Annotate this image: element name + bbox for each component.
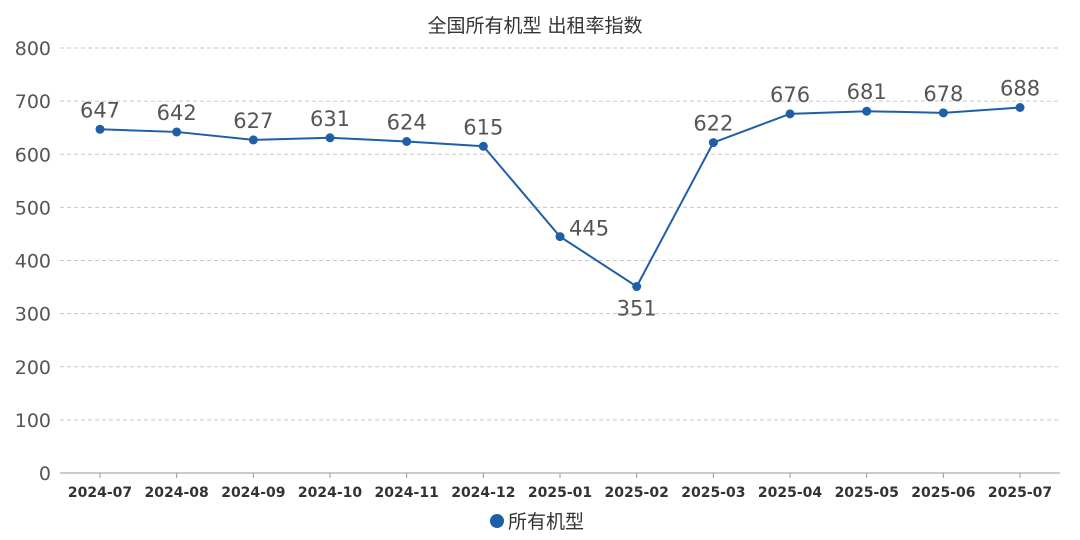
x-tick-label: 2024-09 xyxy=(221,485,285,501)
x-tick-label: 2025-05 xyxy=(835,485,899,501)
x-tick-label: 2025-01 xyxy=(528,485,592,501)
chart-title: 全国所有机型 出租率指数 xyxy=(427,15,642,37)
x-tick-label: 2024-11 xyxy=(375,485,439,501)
x-tick-label: 2025-06 xyxy=(911,485,975,501)
series-line xyxy=(99,106,1021,288)
x-tick-label: 2024-10 xyxy=(298,485,363,501)
data-label: 622 xyxy=(693,112,733,136)
legend-marker xyxy=(490,514,504,528)
x-tick-label: 2025-03 xyxy=(681,485,745,501)
x-tick-label: 2024-07 xyxy=(68,485,132,501)
y-tick-label: 700 xyxy=(15,91,51,113)
data-label: 624 xyxy=(387,111,427,135)
data-point xyxy=(95,124,105,134)
series-layer: 647 642 627 631 624 615 445 351 622 676 681 678 688 xyxy=(80,77,1040,321)
data-label: 681 xyxy=(847,80,887,104)
x-tick-label: 2025-02 xyxy=(605,485,669,501)
grid-layer xyxy=(60,47,1060,474)
data-point xyxy=(785,109,795,119)
data-label: 351 xyxy=(617,297,657,321)
legend-label: 所有机型 xyxy=(508,511,584,533)
data-point xyxy=(938,108,948,118)
data-label: 445 xyxy=(569,217,609,241)
data-point xyxy=(478,141,488,151)
y-tick-label: 300 xyxy=(15,304,51,326)
y-tick-label: 200 xyxy=(15,357,51,379)
y-tick-label: 100 xyxy=(15,410,51,432)
y-tick-label: 600 xyxy=(15,144,51,166)
y-tick-label: 400 xyxy=(15,251,51,273)
data-point xyxy=(862,106,872,116)
x-tick-label: 2025-04 xyxy=(758,485,823,501)
data-label: 642 xyxy=(157,101,197,125)
y-axis-ticks: 0 100 200 300 400 500 600 700 800 xyxy=(15,38,51,485)
x-tick-label: 2024-12 xyxy=(451,485,515,501)
x-axis-ticks: 2024-07 2024-08 2024-09 2024-10 2024-11 2024-… xyxy=(68,473,1052,501)
y-tick-label: 800 xyxy=(15,38,51,60)
data-point xyxy=(632,282,642,292)
data-point xyxy=(248,135,258,145)
data-point xyxy=(402,137,412,146)
data-point xyxy=(172,127,182,137)
data-label: 615 xyxy=(463,115,503,139)
data-label: 676 xyxy=(770,83,810,107)
data-point xyxy=(1015,103,1025,112)
data-label: 678 xyxy=(923,82,963,106)
x-tick-label: 2024-08 xyxy=(145,485,209,501)
data-point xyxy=(555,232,565,242)
data-label: 647 xyxy=(80,98,120,122)
data-point xyxy=(708,138,718,148)
legend: 所有机型 xyxy=(490,511,584,533)
data-label: 688 xyxy=(1000,77,1040,101)
y-tick-label: 500 xyxy=(15,197,51,219)
data-label: 631 xyxy=(310,107,350,131)
x-tick-label: 2025-07 xyxy=(988,485,1052,501)
y-tick-label: 0 xyxy=(39,463,51,485)
data-label: 627 xyxy=(233,109,273,133)
data-point xyxy=(325,133,335,143)
